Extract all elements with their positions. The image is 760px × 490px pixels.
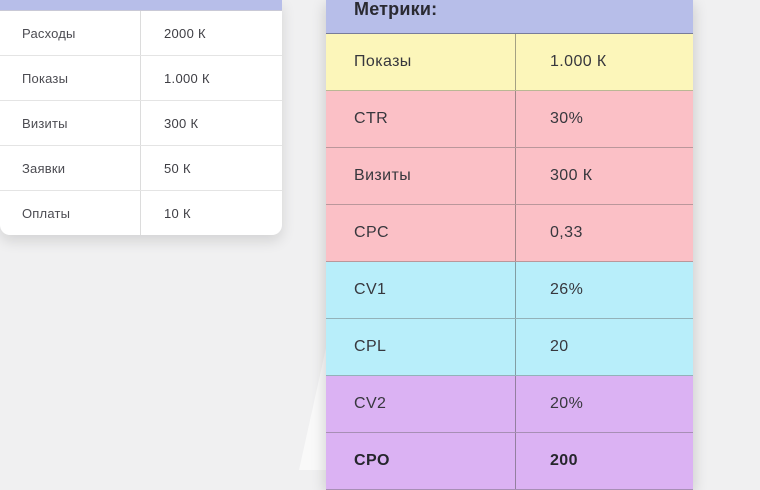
row-value: 20 bbox=[515, 319, 693, 375]
table-row: Заявки 50 К bbox=[0, 146, 282, 191]
table-row: CPC 0,33 bbox=[326, 205, 693, 262]
row-value: 200 bbox=[515, 433, 693, 489]
funnel-table: Расходы 2000 К Показы 1.000 К Визиты 300 К Зая… bbox=[0, 0, 282, 235]
background-diagonal-shape bbox=[299, 348, 326, 470]
table-row: CTR 30% bbox=[326, 91, 693, 148]
row-value: 10 К bbox=[140, 191, 282, 235]
row-value: 1.000 К bbox=[515, 34, 693, 90]
table-row: CPL 20 bbox=[326, 319, 693, 376]
row-label: CTR bbox=[354, 110, 389, 127]
funnel-table-header-strip bbox=[0, 0, 282, 11]
row-label: CPL bbox=[354, 338, 387, 355]
row-label: Визиты bbox=[22, 115, 68, 131]
row-value: 20% bbox=[515, 376, 693, 432]
table-row: Расходы 2000 К bbox=[0, 11, 282, 56]
table-row: Показы 1.000 К bbox=[326, 34, 693, 91]
table-row: CV2 20% bbox=[326, 376, 693, 433]
metrics-table-body: Показы 1.000 К CTR 30% Визиты 300 К CPC 0,33 CV1… bbox=[326, 34, 693, 490]
row-value: 50 К bbox=[140, 146, 282, 190]
row-label: Показы bbox=[354, 53, 412, 70]
row-label: Визиты bbox=[354, 167, 412, 184]
row-value: 0,33 bbox=[515, 205, 693, 261]
row-value: 300 К bbox=[515, 148, 693, 204]
funnel-table-body: Расходы 2000 К Показы 1.000 К Визиты 300 К Зая… bbox=[0, 11, 282, 235]
row-value: 1.000 К bbox=[140, 56, 282, 100]
row-label: Оплаты bbox=[22, 205, 71, 221]
table-row: CV1 26% bbox=[326, 262, 693, 319]
row-label: CPC bbox=[354, 224, 389, 241]
row-value: 26% bbox=[515, 262, 693, 318]
table-row: CPO 200 bbox=[326, 433, 693, 490]
row-value: 30% bbox=[515, 91, 693, 147]
metrics-title-text: Метрики: bbox=[354, 0, 438, 19]
metrics-table-title: Метрики: bbox=[326, 0, 693, 34]
row-label: Заявки bbox=[22, 160, 66, 176]
row-label: CV1 bbox=[354, 281, 387, 298]
row-label: CV2 bbox=[354, 395, 387, 412]
table-row: Визиты 300 К bbox=[0, 101, 282, 146]
row-label: Расходы bbox=[22, 25, 76, 41]
row-label: CPO bbox=[354, 452, 390, 469]
row-value: 2000 К bbox=[140, 11, 282, 55]
table-row: Показы 1.000 К bbox=[0, 56, 282, 101]
row-label: Показы bbox=[22, 70, 69, 86]
table-row: Оплаты 10 К bbox=[0, 191, 282, 235]
table-row: Визиты 300 К bbox=[326, 148, 693, 205]
row-value: 300 К bbox=[140, 101, 282, 145]
